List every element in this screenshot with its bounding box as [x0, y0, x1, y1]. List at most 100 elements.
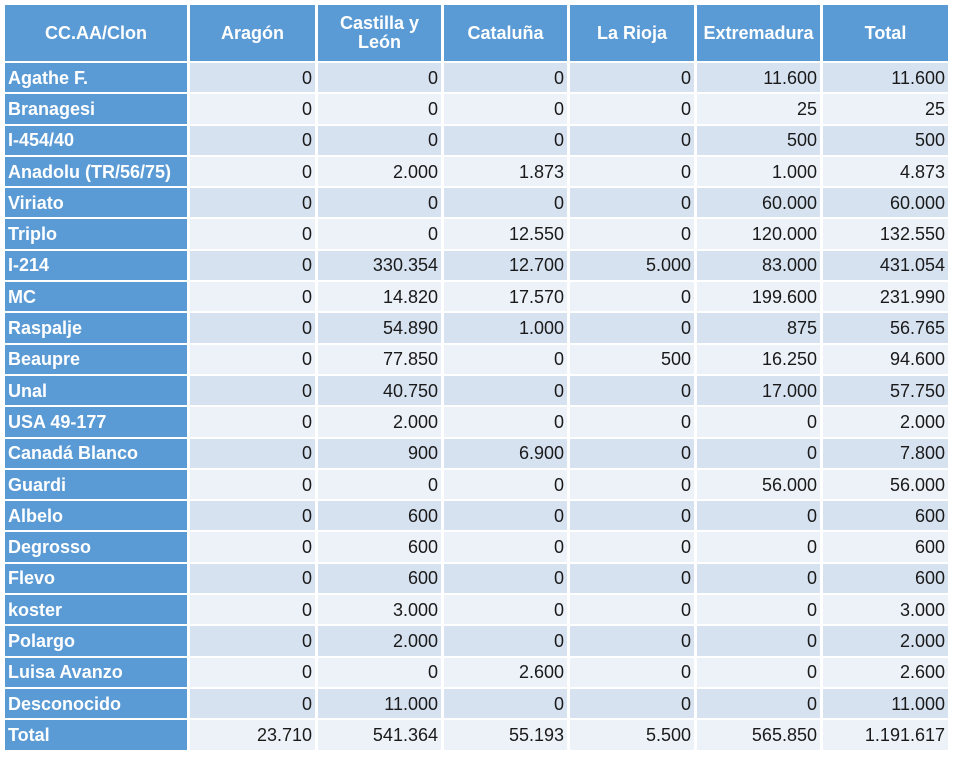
value-cell: 83.000 [697, 250, 820, 281]
value-cell: 94.600 [823, 344, 948, 374]
value-cell: 900 [318, 438, 441, 468]
value-cell: 2.000 [823, 407, 948, 437]
table-row: Albelo 0 600 0 0 0 600 [5, 501, 948, 531]
value-cell: 0 [570, 563, 694, 594]
clone-name-cell: Viriato [5, 188, 187, 218]
value-cell: 0 [697, 595, 820, 625]
table-row: Triplo 0 0 12.550 0 120.000 132.550 [5, 219, 948, 249]
clone-name-cell: MC [5, 282, 187, 312]
value-cell: 0 [697, 626, 820, 656]
clone-name-cell: Triplo [5, 219, 187, 249]
value-cell: 0 [570, 501, 694, 531]
clone-region-table: CC.AA/Clon Aragón Castilla y León Catalu… [2, 3, 951, 752]
value-cell: 0 [444, 688, 567, 719]
value-cell: 3.000 [823, 595, 948, 625]
value-cell: 0 [444, 344, 567, 374]
value-cell: 56.765 [823, 313, 948, 343]
clone-name-cell: Degrosso [5, 532, 187, 562]
clone-name-cell: Canadá Blanco [5, 438, 187, 468]
table-row: Desconocido 0 11.000 0 0 0 11.000 [5, 688, 948, 719]
value-cell: 0 [570, 188, 694, 218]
value-cell: 16.250 [697, 344, 820, 374]
value-cell: 0 [570, 438, 694, 468]
value-cell: 0 [570, 375, 694, 406]
value-cell: 0 [570, 63, 694, 93]
value-cell: 0 [570, 282, 694, 312]
table-row: Guardi 0 0 0 0 56.000 56.000 [5, 469, 948, 500]
value-cell: 0 [190, 344, 315, 374]
value-cell: 0 [190, 563, 315, 594]
value-cell: 0 [444, 469, 567, 500]
value-cell: 11.000 [318, 688, 441, 719]
value-cell: 0 [570, 626, 694, 656]
value-cell: 0 [190, 219, 315, 249]
table-row: Anadolu (TR/56/75) 0 2.000 1.873 0 1.000 4.873 [5, 156, 948, 187]
header-cell: La Rioja [570, 5, 694, 61]
table-row: I-214 0 330.354 12.700 5.000 83.000 431.054 [5, 250, 948, 281]
table-row: Canadá Blanco 0 900 6.900 0 0 7.800 [5, 438, 948, 468]
value-cell: 0 [444, 626, 567, 656]
value-cell: 0 [190, 94, 315, 124]
value-cell: 0 [318, 188, 441, 218]
value-cell: 565.850 [697, 720, 820, 750]
value-cell: 0 [190, 156, 315, 187]
value-cell: 0 [697, 563, 820, 594]
clone-name-cell: Desconocido [5, 688, 187, 719]
clone-name-cell: koster [5, 595, 187, 625]
value-cell: 0 [190, 250, 315, 281]
value-cell: 2.000 [318, 156, 441, 187]
table-row: USA 49-177 0 2.000 0 0 0 2.000 [5, 407, 948, 437]
value-cell: 0 [697, 657, 820, 687]
header-cell: CC.AA/Clon [5, 5, 187, 61]
value-cell: 0 [190, 282, 315, 312]
value-cell: 25 [823, 94, 948, 124]
clone-name-cell: Agathe F. [5, 63, 187, 93]
clone-name-cell: Anadolu (TR/56/75) [5, 156, 187, 187]
clone-name-cell: Total [5, 720, 187, 750]
value-cell: 875 [697, 313, 820, 343]
value-cell: 0 [697, 407, 820, 437]
value-cell: 7.800 [823, 438, 948, 468]
header-cell: Cataluña [444, 5, 567, 61]
value-cell: 1.000 [444, 313, 567, 343]
clone-name-cell: Raspalje [5, 313, 187, 343]
value-cell: 600 [823, 532, 948, 562]
clone-name-cell: Polargo [5, 626, 187, 656]
value-cell: 0 [190, 626, 315, 656]
value-cell: 0 [190, 375, 315, 406]
value-cell: 54.890 [318, 313, 441, 343]
value-cell: 12.700 [444, 250, 567, 281]
value-cell: 0 [318, 657, 441, 687]
table-row: I-454/40 0 0 0 0 500 500 [5, 125, 948, 155]
table-row: Degrosso 0 600 0 0 0 600 [5, 532, 948, 562]
table-row: Unal 0 40.750 0 0 17.000 57.750 [5, 375, 948, 406]
value-cell: 0 [190, 438, 315, 468]
value-cell: 57.750 [823, 375, 948, 406]
value-cell: 500 [823, 125, 948, 155]
value-cell: 0 [318, 94, 441, 124]
value-cell: 0 [190, 532, 315, 562]
value-cell: 0 [570, 532, 694, 562]
value-cell: 12.550 [444, 219, 567, 249]
value-cell: 23.710 [190, 720, 315, 750]
clone-name-cell: Guardi [5, 469, 187, 500]
value-cell: 500 [570, 344, 694, 374]
value-cell: 0 [570, 313, 694, 343]
table-row: Agathe F. 0 0 0 0 11.600 11.600 [5, 63, 948, 93]
value-cell: 0 [190, 657, 315, 687]
value-cell: 600 [823, 563, 948, 594]
value-cell: 11.000 [823, 688, 948, 719]
value-cell: 0 [190, 407, 315, 437]
value-cell: 231.990 [823, 282, 948, 312]
value-cell: 0 [570, 407, 694, 437]
table-row: Branagesi 0 0 0 0 25 25 [5, 94, 948, 124]
value-cell: 0 [570, 595, 694, 625]
value-cell: 5.500 [570, 720, 694, 750]
value-cell: 0 [570, 94, 694, 124]
clone-name-cell: Beaupre [5, 344, 187, 374]
value-cell: 4.873 [823, 156, 948, 187]
value-cell: 2.600 [823, 657, 948, 687]
value-cell: 0 [444, 407, 567, 437]
header-cell: Extremadura [697, 5, 820, 61]
clone-name-cell: I-454/40 [5, 125, 187, 155]
